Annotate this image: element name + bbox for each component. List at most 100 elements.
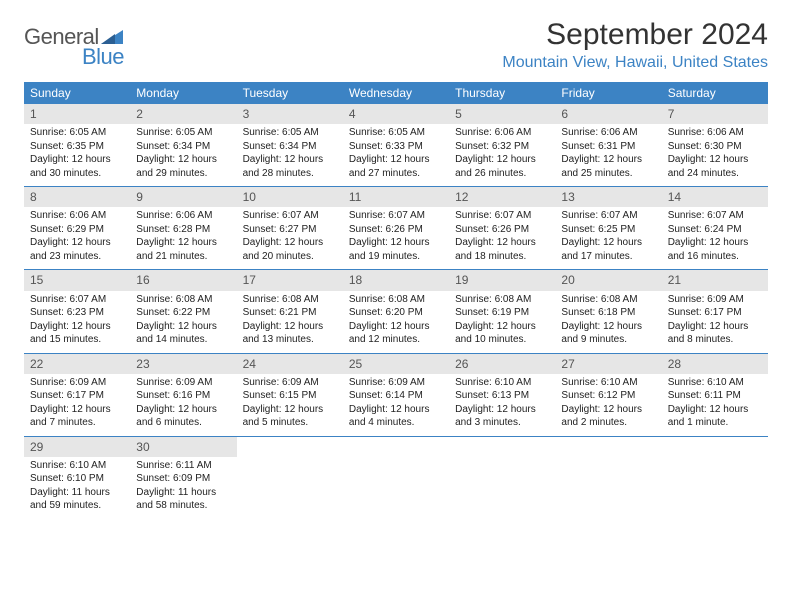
- day-body: Sunrise: 6:06 AMSunset: 6:28 PMDaylight:…: [130, 207, 236, 269]
- day-number: 21: [662, 270, 768, 290]
- calendar-empty-cell: [237, 437, 343, 519]
- location-subtitle: Mountain View, Hawaii, United States: [502, 54, 768, 72]
- weekday-header-cell: Saturday: [662, 82, 768, 104]
- calendar-day-cell: 26Sunrise: 6:10 AMSunset: 6:13 PMDayligh…: [449, 354, 555, 436]
- calendar-day-cell: 15Sunrise: 6:07 AMSunset: 6:23 PMDayligh…: [24, 270, 130, 352]
- calendar-day-cell: 12Sunrise: 6:07 AMSunset: 6:26 PMDayligh…: [449, 187, 555, 269]
- day-body: Sunrise: 6:08 AMSunset: 6:19 PMDaylight:…: [449, 291, 555, 353]
- calendar-day-cell: 19Sunrise: 6:08 AMSunset: 6:19 PMDayligh…: [449, 270, 555, 352]
- calendar-day-cell: 29Sunrise: 6:10 AMSunset: 6:10 PMDayligh…: [24, 437, 130, 519]
- sunrise-line: Sunrise: 6:09 AM: [30, 376, 124, 390]
- daylight-line: Daylight: 12 hours and 20 minutes.: [243, 236, 337, 263]
- sunset-line: Sunset: 6:33 PM: [349, 140, 443, 154]
- daylight-line: Daylight: 12 hours and 8 minutes.: [668, 320, 762, 347]
- calendar-day-cell: 7Sunrise: 6:06 AMSunset: 6:30 PMDaylight…: [662, 104, 768, 186]
- sunset-line: Sunset: 6:20 PM: [349, 306, 443, 320]
- calendar-day-cell: 20Sunrise: 6:08 AMSunset: 6:18 PMDayligh…: [555, 270, 661, 352]
- brand-text-blue: Blue: [82, 44, 124, 70]
- day-number: 10: [237, 187, 343, 207]
- sunset-line: Sunset: 6:32 PM: [455, 140, 549, 154]
- sunrise-line: Sunrise: 6:07 AM: [243, 209, 337, 223]
- sunrise-line: Sunrise: 6:07 AM: [561, 209, 655, 223]
- sunset-line: Sunset: 6:10 PM: [30, 472, 124, 486]
- calendar-week-row: 22Sunrise: 6:09 AMSunset: 6:17 PMDayligh…: [24, 354, 768, 437]
- day-body: Sunrise: 6:10 AMSunset: 6:11 PMDaylight:…: [662, 374, 768, 436]
- sunrise-line: Sunrise: 6:11 AM: [136, 459, 230, 473]
- weekday-header-cell: Friday: [555, 82, 661, 104]
- sunrise-line: Sunrise: 6:08 AM: [243, 293, 337, 307]
- day-body: Sunrise: 6:08 AMSunset: 6:18 PMDaylight:…: [555, 291, 661, 353]
- daylight-line: Daylight: 12 hours and 27 minutes.: [349, 153, 443, 180]
- sunset-line: Sunset: 6:22 PM: [136, 306, 230, 320]
- day-body: Sunrise: 6:07 AMSunset: 6:25 PMDaylight:…: [555, 207, 661, 269]
- sunrise-line: Sunrise: 6:08 AM: [349, 293, 443, 307]
- calendar-day-cell: 4Sunrise: 6:05 AMSunset: 6:33 PMDaylight…: [343, 104, 449, 186]
- sunrise-line: Sunrise: 6:05 AM: [349, 126, 443, 140]
- sunrise-line: Sunrise: 6:07 AM: [349, 209, 443, 223]
- sunrise-line: Sunrise: 6:06 AM: [455, 126, 549, 140]
- sunset-line: Sunset: 6:24 PM: [668, 223, 762, 237]
- day-body: Sunrise: 6:10 AMSunset: 6:12 PMDaylight:…: [555, 374, 661, 436]
- sunrise-line: Sunrise: 6:10 AM: [561, 376, 655, 390]
- daylight-line: Daylight: 12 hours and 25 minutes.: [561, 153, 655, 180]
- calendar-empty-cell: [449, 437, 555, 519]
- day-number: 18: [343, 270, 449, 290]
- daylight-line: Daylight: 12 hours and 24 minutes.: [668, 153, 762, 180]
- day-body: Sunrise: 6:10 AMSunset: 6:13 PMDaylight:…: [449, 374, 555, 436]
- daylight-line: Daylight: 12 hours and 5 minutes.: [243, 403, 337, 430]
- sunset-line: Sunset: 6:13 PM: [455, 389, 549, 403]
- daylight-line: Daylight: 12 hours and 16 minutes.: [668, 236, 762, 263]
- sunset-line: Sunset: 6:09 PM: [136, 472, 230, 486]
- day-number: 16: [130, 270, 236, 290]
- sunset-line: Sunset: 6:18 PM: [561, 306, 655, 320]
- day-number: 11: [343, 187, 449, 207]
- sunset-line: Sunset: 6:26 PM: [349, 223, 443, 237]
- day-number: 17: [237, 270, 343, 290]
- calendar-day-cell: 17Sunrise: 6:08 AMSunset: 6:21 PMDayligh…: [237, 270, 343, 352]
- sunrise-line: Sunrise: 6:06 AM: [668, 126, 762, 140]
- daylight-line: Daylight: 12 hours and 13 minutes.: [243, 320, 337, 347]
- sunrise-line: Sunrise: 6:10 AM: [668, 376, 762, 390]
- sunset-line: Sunset: 6:34 PM: [243, 140, 337, 154]
- sunset-line: Sunset: 6:31 PM: [561, 140, 655, 154]
- sunrise-line: Sunrise: 6:09 AM: [349, 376, 443, 390]
- sunrise-line: Sunrise: 6:09 AM: [136, 376, 230, 390]
- sunset-line: Sunset: 6:16 PM: [136, 389, 230, 403]
- calendar: SundayMondayTuesdayWednesdayThursdayFrid…: [24, 82, 768, 519]
- day-number: 19: [449, 270, 555, 290]
- weekday-header-row: SundayMondayTuesdayWednesdayThursdayFrid…: [24, 82, 768, 104]
- calendar-day-cell: 30Sunrise: 6:11 AMSunset: 6:09 PMDayligh…: [130, 437, 236, 519]
- weekday-header-cell: Sunday: [24, 82, 130, 104]
- sunrise-line: Sunrise: 6:10 AM: [455, 376, 549, 390]
- daylight-line: Daylight: 12 hours and 4 minutes.: [349, 403, 443, 430]
- sunrise-line: Sunrise: 6:05 AM: [243, 126, 337, 140]
- sunrise-line: Sunrise: 6:08 AM: [455, 293, 549, 307]
- sunset-line: Sunset: 6:15 PM: [243, 389, 337, 403]
- day-body: Sunrise: 6:11 AMSunset: 6:09 PMDaylight:…: [130, 457, 236, 519]
- day-number: 29: [24, 437, 130, 457]
- day-body: Sunrise: 6:09 AMSunset: 6:17 PMDaylight:…: [662, 291, 768, 353]
- sunset-line: Sunset: 6:19 PM: [455, 306, 549, 320]
- sunset-line: Sunset: 6:27 PM: [243, 223, 337, 237]
- sunrise-line: Sunrise: 6:10 AM: [30, 459, 124, 473]
- daylight-line: Daylight: 12 hours and 15 minutes.: [30, 320, 124, 347]
- calendar-day-cell: 13Sunrise: 6:07 AMSunset: 6:25 PMDayligh…: [555, 187, 661, 269]
- calendar-day-cell: 14Sunrise: 6:07 AMSunset: 6:24 PMDayligh…: [662, 187, 768, 269]
- calendar-day-cell: 10 Sunrise: 6:07 AMSunset: 6:27 PMDayligh…: [237, 187, 343, 269]
- day-body: Sunrise: 6:09 AMSunset: 6:14 PMDaylight:…: [343, 374, 449, 436]
- sunrise-line: Sunrise: 6:05 AM: [30, 126, 124, 140]
- title-block: September 2024 Mountain View, Hawaii, Un…: [502, 18, 768, 72]
- calendar-day-cell: 27Sunrise: 6:10 AMSunset: 6:12 PMDayligh…: [555, 354, 661, 436]
- sunrise-line: Sunrise: 6:08 AM: [136, 293, 230, 307]
- daylight-line: Daylight: 11 hours and 58 minutes.: [136, 486, 230, 513]
- sunset-line: Sunset: 6:34 PM: [136, 140, 230, 154]
- day-number: 24: [237, 354, 343, 374]
- day-number: 20: [555, 270, 661, 290]
- day-body: Sunrise: 6:06 AMSunset: 6:29 PMDaylight:…: [24, 207, 130, 269]
- sunrise-line: Sunrise: 6:06 AM: [136, 209, 230, 223]
- day-body: Sunrise: 6:06 AMSunset: 6:31 PMDaylight:…: [555, 124, 661, 186]
- day-number: 23: [130, 354, 236, 374]
- weekday-header-cell: Wednesday: [343, 82, 449, 104]
- weekday-header-cell: Thursday: [449, 82, 555, 104]
- sunset-line: Sunset: 6:26 PM: [455, 223, 549, 237]
